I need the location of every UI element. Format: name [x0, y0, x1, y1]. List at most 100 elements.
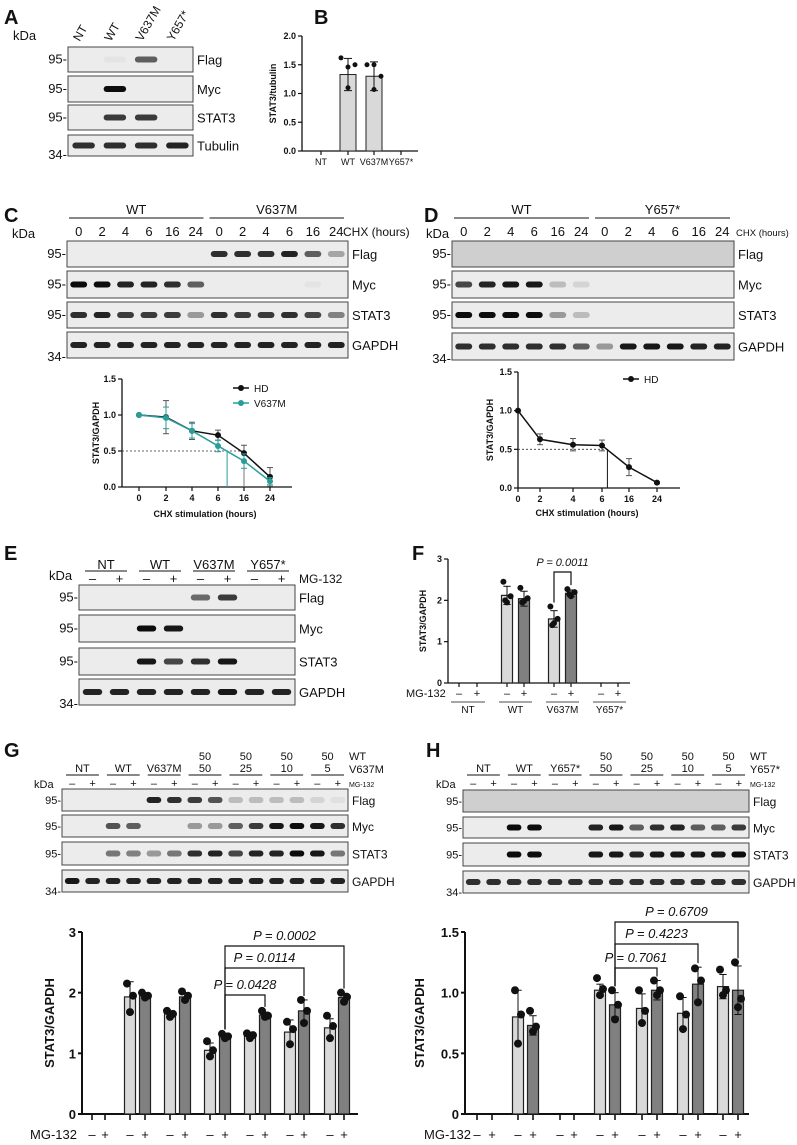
treatment-sign: –	[598, 688, 605, 700]
data-point	[564, 586, 571, 593]
band	[140, 312, 158, 318]
p-value-label: P = 0.7061	[605, 950, 668, 965]
treatment-sign: –	[197, 571, 205, 586]
kda-marker: 34-	[59, 696, 78, 711]
kda-marker: 95-	[48, 52, 67, 67]
y-tick-label: 0.0	[499, 483, 512, 493]
data-point	[136, 412, 142, 418]
group-ratio-top: 50	[722, 751, 734, 763]
y-tick-label: 2	[437, 595, 442, 605]
treatment-sign: +	[141, 1127, 149, 1142]
group-ratio-top: 50	[682, 751, 694, 763]
blot-row-myc	[66, 270, 349, 299]
blot-label-flag: Flag	[299, 591, 324, 606]
treatment-sign: +	[116, 571, 124, 586]
band	[187, 850, 203, 857]
lane-label: NT	[70, 22, 90, 43]
band	[608, 879, 624, 885]
band	[70, 312, 88, 318]
treatment-sign: +	[529, 1127, 537, 1142]
treatment-sign: +	[181, 1127, 189, 1142]
band	[167, 850, 182, 857]
data-point	[261, 1012, 269, 1021]
blot-row-tubulin	[67, 134, 194, 157]
band	[281, 251, 298, 257]
data-point	[286, 1040, 294, 1049]
band	[234, 342, 252, 348]
data-point	[181, 995, 189, 1004]
band	[455, 343, 473, 350]
data-point	[641, 1006, 649, 1015]
treatment-sign: +	[340, 1127, 348, 1142]
treatment-sign: –	[715, 778, 722, 790]
band	[244, 689, 265, 695]
treatment-sign: –	[126, 1127, 134, 1142]
blot-row-myc	[462, 816, 750, 839]
group-label: V637M	[193, 557, 234, 572]
data-point	[500, 578, 507, 585]
band	[547, 879, 563, 885]
band	[140, 342, 158, 348]
blot-label-myc: Myc	[352, 820, 374, 834]
p-value-label: P = 0.0114	[234, 950, 296, 965]
data-point	[267, 478, 273, 485]
band	[269, 823, 284, 829]
data-point	[549, 622, 556, 629]
y-tick-label: 0	[437, 678, 442, 688]
band	[210, 312, 228, 318]
band	[588, 879, 604, 885]
y-tick-label: 1.0	[283, 89, 296, 99]
data-point	[694, 998, 702, 1007]
blot-row-stat3	[451, 301, 735, 329]
x-tick-label: 16	[239, 493, 249, 503]
kda-marker: 34-	[47, 349, 66, 364]
kda-label: kDa	[436, 779, 456, 791]
blot-label-stat3: STAT3	[352, 848, 388, 862]
kda-label: kDa	[12, 226, 36, 241]
data-point	[593, 974, 601, 983]
bar	[258, 1014, 272, 1115]
treatment-sign: +	[278, 571, 286, 586]
band	[525, 281, 543, 288]
band	[166, 142, 189, 149]
kda-marker: 95-	[47, 277, 66, 292]
band	[527, 879, 542, 885]
band	[228, 823, 243, 829]
blot-row-myc	[451, 270, 735, 299]
blot-row-stat3	[67, 104, 194, 131]
band	[146, 850, 162, 857]
y-tick-label: 3	[69, 925, 76, 940]
band	[163, 625, 184, 632]
band	[502, 281, 520, 288]
band	[207, 878, 223, 884]
treatment-sign: –	[638, 1127, 646, 1142]
band	[608, 851, 624, 858]
band	[690, 824, 706, 831]
p-value-label: P = 0.0002	[253, 928, 317, 943]
y-axis-label: STAT3/GAPDH	[412, 978, 427, 1068]
ratio-label-bottom: Y657*	[750, 764, 781, 776]
significance-bracket	[553, 571, 572, 603]
treatment-sign: –	[326, 1127, 334, 1142]
blot-membrane	[451, 240, 735, 268]
ratio-label-top: WT	[750, 751, 767, 763]
data-point	[300, 1019, 308, 1027]
blot-membrane	[67, 46, 194, 73]
group-ratio-top: 50	[240, 751, 252, 763]
blot-label-myc: Myc	[197, 82, 221, 97]
data-point	[163, 1006, 171, 1015]
treatment-sign: –	[470, 778, 477, 790]
data-point	[515, 407, 521, 414]
data-point	[517, 584, 524, 591]
treatment-sign: +	[734, 1127, 742, 1142]
blot-membrane	[66, 270, 349, 299]
band	[70, 342, 88, 348]
band	[690, 851, 706, 858]
band	[210, 342, 228, 348]
x-axis-label: CHX stimulation (hours)	[154, 509, 257, 519]
band	[649, 824, 665, 831]
treatment-sign: –	[286, 1127, 294, 1142]
bar	[564, 592, 578, 684]
blot-label-stat3: STAT3	[753, 849, 789, 863]
group-label: Y657*	[250, 557, 285, 572]
